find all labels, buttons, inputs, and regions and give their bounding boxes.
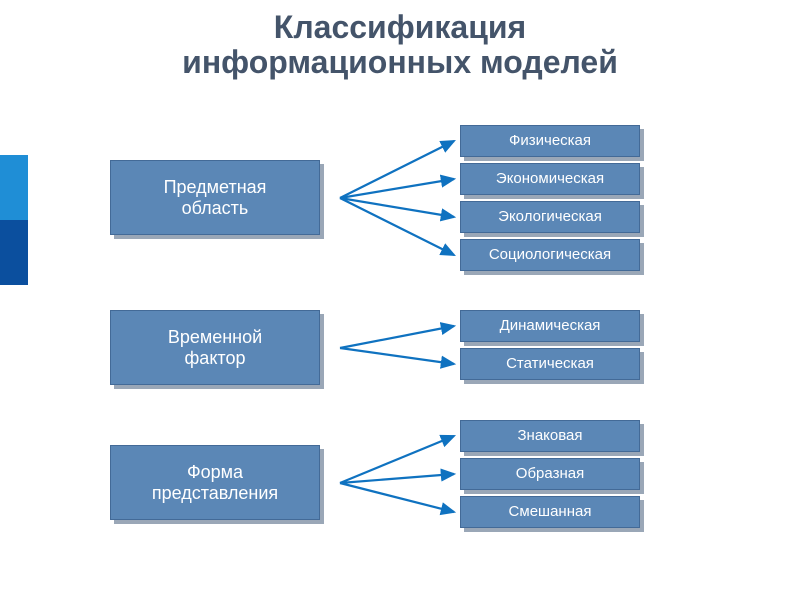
item-box-0-2: Экологическая [460, 201, 640, 233]
item-box-0-3: Социологическая [460, 239, 640, 271]
item-box-0-1: Экономическая [460, 163, 640, 195]
accent-bar-0 [0, 155, 28, 220]
arrow-0-0 [340, 141, 454, 198]
diagram-title: Классификация информационных моделей [0, 10, 800, 80]
title-line1: Классификация [274, 9, 526, 45]
item-box-2-1: Образная [460, 458, 640, 490]
arrow-0-2 [340, 198, 454, 217]
arrow-0-1 [340, 179, 454, 198]
item-box-2-2: Смешанная [460, 496, 640, 528]
category-box-2: Формапредставления [110, 445, 320, 520]
arrow-2-0 [340, 436, 454, 483]
arrow-0-3 [340, 198, 454, 255]
item-box-0-0: Физическая [460, 125, 640, 157]
category-box-0: Предметнаяобласть [110, 160, 320, 235]
category-box-1: Временнойфактор [110, 310, 320, 385]
title-line2: информационных моделей [182, 44, 618, 80]
arrow-2-2 [340, 483, 454, 512]
arrow-2-1 [340, 474, 454, 483]
accent-bar-1 [0, 220, 28, 285]
arrow-1-0 [340, 326, 454, 348]
item-box-2-0: Знаковая [460, 420, 640, 452]
item-box-1-0: Динамическая [460, 310, 640, 342]
arrow-1-1 [340, 348, 454, 364]
item-box-1-1: Статическая [460, 348, 640, 380]
